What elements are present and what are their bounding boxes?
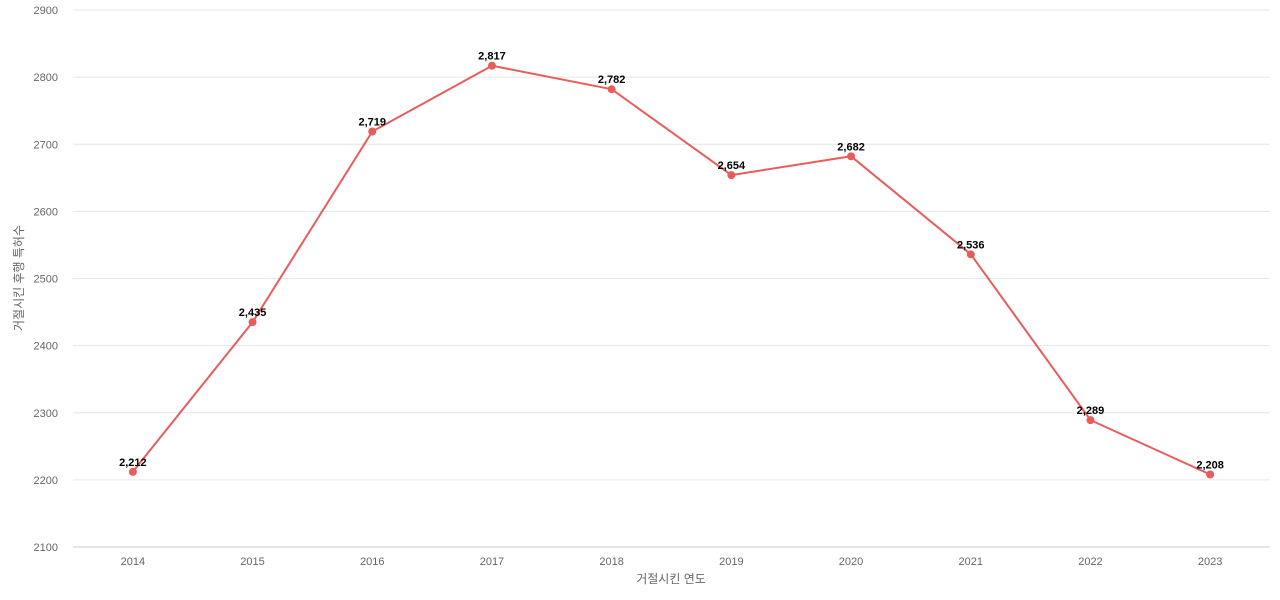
x-tick-label: 2014	[121, 556, 145, 568]
data-point	[608, 85, 616, 93]
data-label: 2,719	[358, 116, 386, 128]
data-label: 2,682	[837, 141, 865, 153]
data-point	[129, 468, 137, 476]
data-point	[847, 152, 855, 160]
x-axis-ticks: 2014 2015 2016 2017 2018 2019 2020 2021 2022 2023	[121, 556, 1223, 568]
data-point	[488, 62, 496, 70]
y-tick-label: 2600	[34, 206, 58, 218]
x-tick-label: 2021	[959, 556, 983, 568]
data-label: 2,212	[119, 457, 147, 469]
y-axis-ticks: 2100 2200 2300 2400 2500 2600 2700 2800 2900	[34, 5, 58, 554]
y-tick-label: 2100	[34, 542, 58, 554]
data-label: 2,536	[957, 239, 985, 251]
data-label: 2,208	[1196, 460, 1224, 472]
x-tick-label: 2019	[719, 556, 743, 568]
x-tick-label: 2018	[599, 556, 623, 568]
x-tick-label: 2016	[360, 556, 384, 568]
y-tick-label: 2900	[34, 5, 58, 17]
series-layer	[129, 62, 1214, 479]
x-tick-label: 2022	[1078, 556, 1102, 568]
y-tick-label: 2500	[34, 274, 58, 286]
data-point	[1086, 416, 1094, 424]
x-tick-label: 2015	[240, 556, 264, 568]
x-tick-label: 2017	[480, 556, 504, 568]
y-tick-label: 2800	[34, 72, 58, 84]
y-tick-label: 2400	[34, 341, 58, 353]
data-label: 2,435	[239, 307, 267, 319]
x-tick-label: 2020	[839, 556, 863, 568]
data-label: 2,817	[478, 51, 506, 63]
data-point	[249, 318, 257, 326]
data-label: 2,654	[718, 160, 746, 172]
y-axis-title: 거절시킨 후행 특허수	[11, 225, 26, 331]
data-label: 2,782	[598, 74, 626, 86]
y-tick-label: 2200	[34, 475, 58, 487]
data-point	[1206, 471, 1214, 479]
data-labels: 2,212 2,435 2,719 2,817 2,782 2,654 2,682 2,536…	[119, 51, 1224, 472]
y-tick-label: 2700	[34, 139, 58, 151]
x-axis-title: 거절시킨 연도	[636, 572, 706, 586]
y-tick-label: 2300	[34, 408, 58, 420]
data-point	[967, 250, 975, 258]
data-label: 2,289	[1077, 405, 1105, 417]
data-point	[368, 127, 376, 135]
x-tick-label: 2023	[1198, 556, 1222, 568]
data-point	[727, 171, 735, 179]
